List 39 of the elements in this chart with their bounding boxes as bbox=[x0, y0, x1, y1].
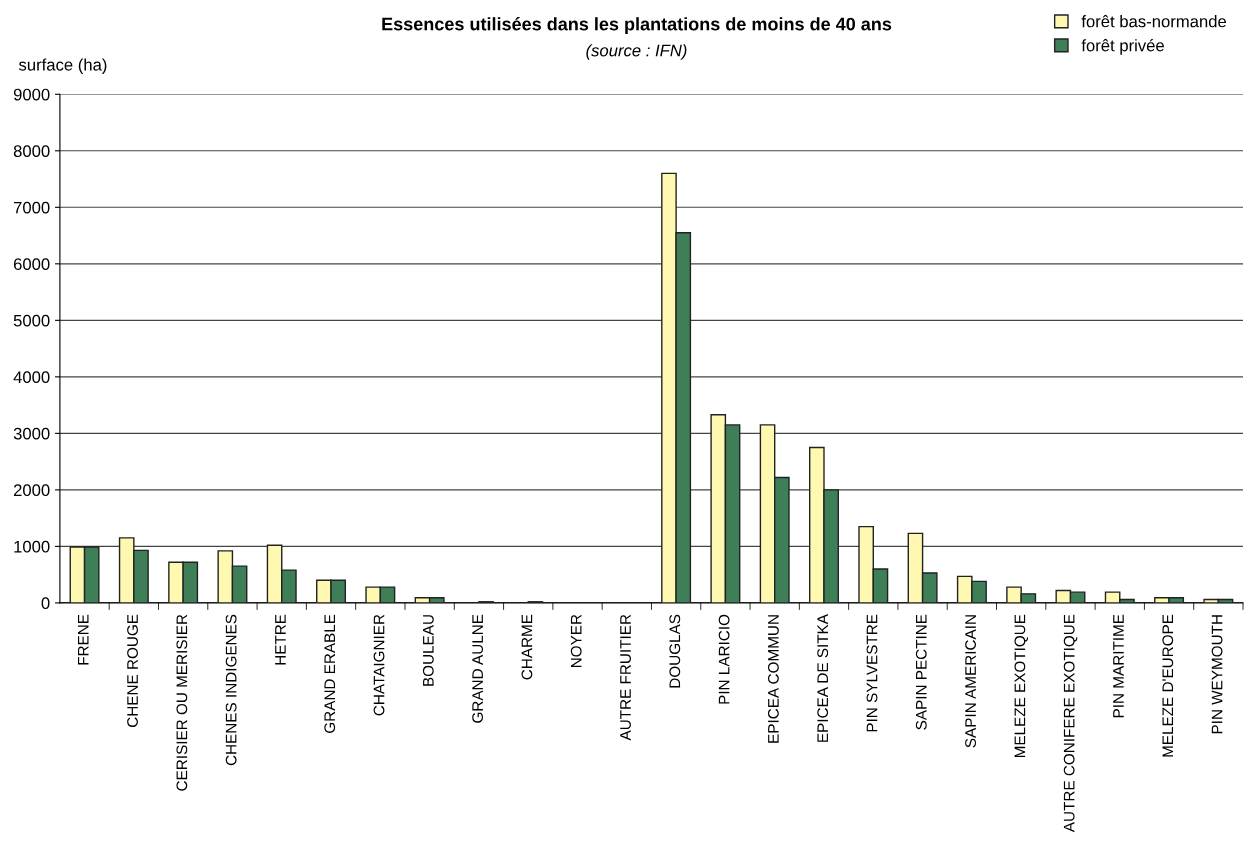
y-tick-label: 4000 bbox=[13, 371, 50, 384]
x-tick-label: GRAND AULNE bbox=[472, 614, 484, 723]
y-axis-title: surface (ha) bbox=[18, 58, 107, 74]
x-tick-label: HETRE bbox=[275, 614, 286, 665]
x-tick-label: NOYER bbox=[570, 614, 582, 668]
y-tick-label: 5000 bbox=[13, 314, 50, 327]
legend-label: forêt privée bbox=[1081, 38, 1164, 55]
x-tick-label: CHENE ROUGE bbox=[127, 614, 138, 727]
x-tick-label: FRENE bbox=[77, 614, 89, 665]
x-tick-label: EPICEA COMMUN bbox=[767, 615, 779, 743]
x-tick-label: CERISIER OU MERISIER bbox=[176, 614, 188, 791]
x-tick-label: AUTRE CONIFERE EXOTIQUE bbox=[1063, 614, 1078, 833]
x-tick-label: PIN MARITIME bbox=[1113, 614, 1124, 718]
chart-subtitle: (source : IFN) bbox=[586, 44, 687, 60]
x-tick-label: CHENES INDIGENES bbox=[225, 614, 237, 766]
y-tick-label: 3000 bbox=[13, 427, 50, 440]
y-tick-label: 8000 bbox=[13, 145, 50, 157]
y-tick-label: 0 bbox=[41, 597, 50, 610]
y-tick-label: 6000 bbox=[13, 258, 50, 271]
x-tick-label: MELEZE EXOTIQUE bbox=[1014, 614, 1029, 758]
x-tick-label: GRAND ERABLE bbox=[324, 614, 336, 733]
x-tick-label: DOUGLAS bbox=[669, 614, 681, 688]
x-tick-label: BOULEAU bbox=[422, 615, 434, 686]
x-tick-label: SAPIN PECTINE bbox=[915, 614, 927, 730]
legend-label: forêt bas-normande bbox=[1081, 15, 1227, 28]
x-tick-label: AUTRE FRUITIER bbox=[620, 614, 631, 741]
x-tick-label: PIN WEYMOUTH bbox=[1211, 615, 1223, 734]
y-tick-label: 7000 bbox=[13, 201, 50, 214]
x-tick-label: MELEZE D'EUROPE bbox=[1162, 614, 1174, 757]
x-tick-label: SAPIN AMERICAIN bbox=[965, 615, 976, 748]
x-tick-label: CHARME bbox=[521, 614, 533, 680]
x-tick-label: EPICEA DE SITKA bbox=[817, 614, 829, 742]
x-tick-label: PIN LARICIO bbox=[718, 614, 730, 704]
y-tick-label: 1000 bbox=[14, 540, 50, 553]
y-tick-label: 2000 bbox=[13, 484, 50, 497]
x-tick-label: CHATAIGNIER bbox=[373, 614, 385, 716]
chart-title: Essences utilisées dans les plantations de moins de 40 ans bbox=[382, 17, 892, 35]
x-tick-label: PIN SYLVESTRE bbox=[866, 614, 878, 732]
y-tick-label: 9000 bbox=[13, 88, 50, 101]
